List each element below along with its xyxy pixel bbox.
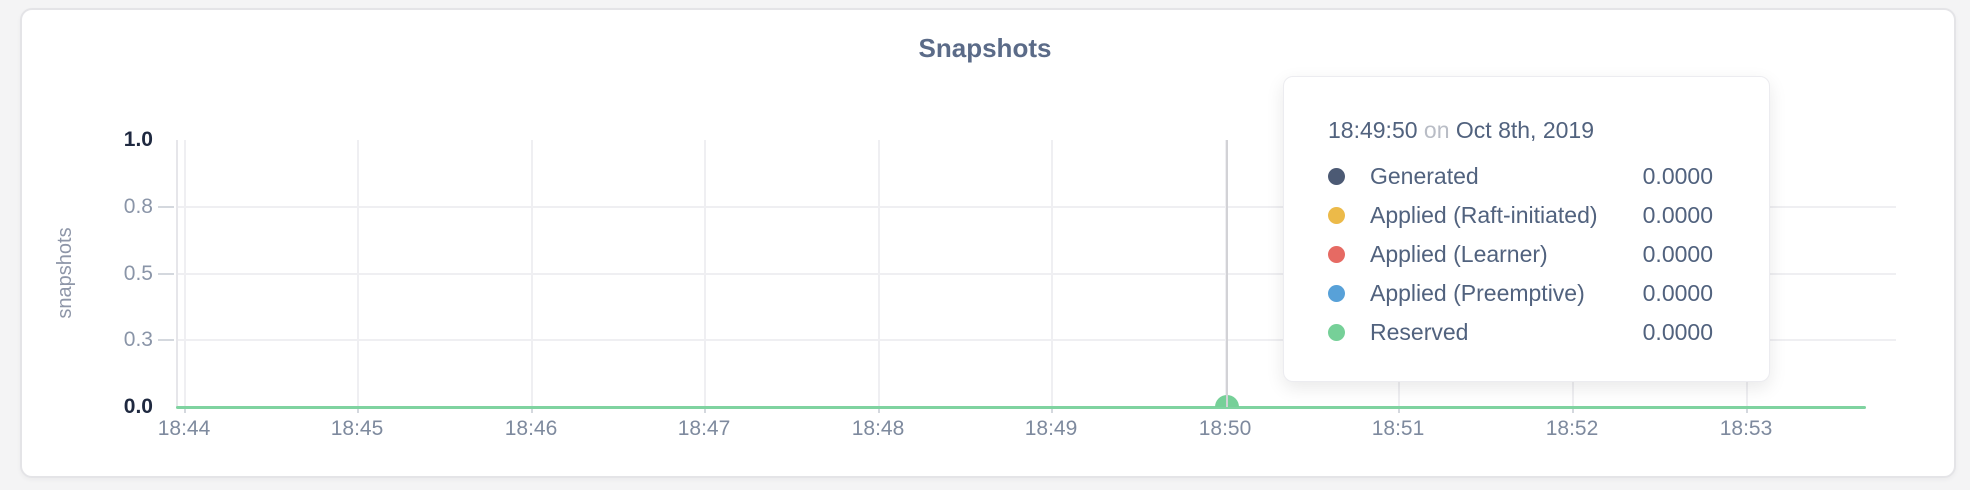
y-tick-mark <box>158 206 174 208</box>
series-color-dot-raft-initiated <box>1328 206 1345 224</box>
series-label: Reserved <box>1370 318 1469 345</box>
chart-title: Snapshots <box>918 33 1052 63</box>
y-tick-label: 0.3 <box>123 328 153 351</box>
v-gridline <box>531 140 533 407</box>
x-tick-label: 18:49 <box>1024 417 1078 440</box>
tooltip-row: Reserved 0.0000 <box>1328 318 1713 345</box>
tooltip-time: 18:49:50 <box>1328 117 1418 143</box>
x-tick-label: 18:47 <box>677 417 731 440</box>
series-color-dot-generated <box>1328 167 1345 185</box>
hover-tooltip: 18:49:50 on Oct 8th, 2019 Generated 0.00… <box>1283 76 1770 382</box>
x-tick-mark <box>878 407 880 413</box>
hover-guideline[interactable] <box>1226 140 1228 407</box>
y-tick-label: 0.5 <box>123 262 153 285</box>
tooltip-row: Applied (Preemptive) 0.0000 <box>1328 279 1713 306</box>
x-tick-label: 18:44 <box>157 417 211 440</box>
tooltip-header: 18:49:50 on Oct 8th, 2019 <box>1328 117 1713 144</box>
x-tick-label: 18:52 <box>1545 417 1599 440</box>
series-value: 0.0000 <box>1642 240 1713 267</box>
v-gridline <box>357 140 359 407</box>
x-tick-label: 18:48 <box>851 417 905 440</box>
x-tick-label: 18:51 <box>1371 417 1425 440</box>
series-color-dot-reserved <box>1328 323 1345 341</box>
series-value: 0.0000 <box>1642 201 1713 228</box>
x-tick-mark <box>1398 407 1400 413</box>
x-tick-label: 18:50 <box>1198 417 1252 440</box>
v-gridline <box>878 140 880 407</box>
series-label: Applied (Raft-initiated) <box>1370 201 1598 228</box>
series-value: 0.0000 <box>1642 162 1713 189</box>
x-tick-label: 18:45 <box>330 417 384 440</box>
v-gridline <box>184 140 186 407</box>
x-tick-mark <box>184 407 186 413</box>
h-gridline <box>176 206 1896 208</box>
y-tick-mark <box>158 339 174 341</box>
y-tick-mark <box>158 273 174 275</box>
x-tick-label: 18:53 <box>1719 417 1773 440</box>
series-label: Applied (Preemptive) <box>1370 279 1585 306</box>
y-axis-title: snapshots <box>54 227 76 319</box>
x-tick-mark <box>1746 407 1748 413</box>
y-tick-label: 0.8 <box>123 195 153 218</box>
x-tick-mark <box>531 407 533 413</box>
x-tick-mark <box>1051 407 1053 413</box>
series-value: 0.0000 <box>1642 279 1713 306</box>
series-label: Generated <box>1370 162 1479 189</box>
h-gridline <box>176 273 1896 275</box>
x-tick-mark <box>357 407 359 413</box>
x-tick-mark <box>704 407 706 413</box>
x-tick-label: 18:46 <box>504 417 558 440</box>
y-tick-label: 1.0 <box>123 128 153 151</box>
x-tick-mark <box>1572 407 1574 413</box>
tooltip-row: Applied (Learner) 0.0000 <box>1328 240 1713 267</box>
v-gridline <box>1051 140 1053 407</box>
tooltip-row: Generated 0.0000 <box>1328 162 1713 189</box>
tooltip-row: Applied (Raft-initiated) 0.0000 <box>1328 201 1713 228</box>
y-axis-line <box>176 140 178 407</box>
y-tick-label: 0.0 <box>123 395 153 418</box>
tooltip-connector: on <box>1423 117 1450 143</box>
series-color-dot-learner <box>1328 245 1345 263</box>
v-gridline <box>704 140 706 407</box>
series-value: 0.0000 <box>1642 318 1713 345</box>
series-line-reserved <box>176 406 1866 409</box>
h-gridline <box>176 339 1896 341</box>
series-color-dot-preemptive <box>1328 284 1345 302</box>
tooltip-date: Oct 8th, 2019 <box>1455 117 1594 143</box>
series-label: Applied (Learner) <box>1370 240 1548 267</box>
